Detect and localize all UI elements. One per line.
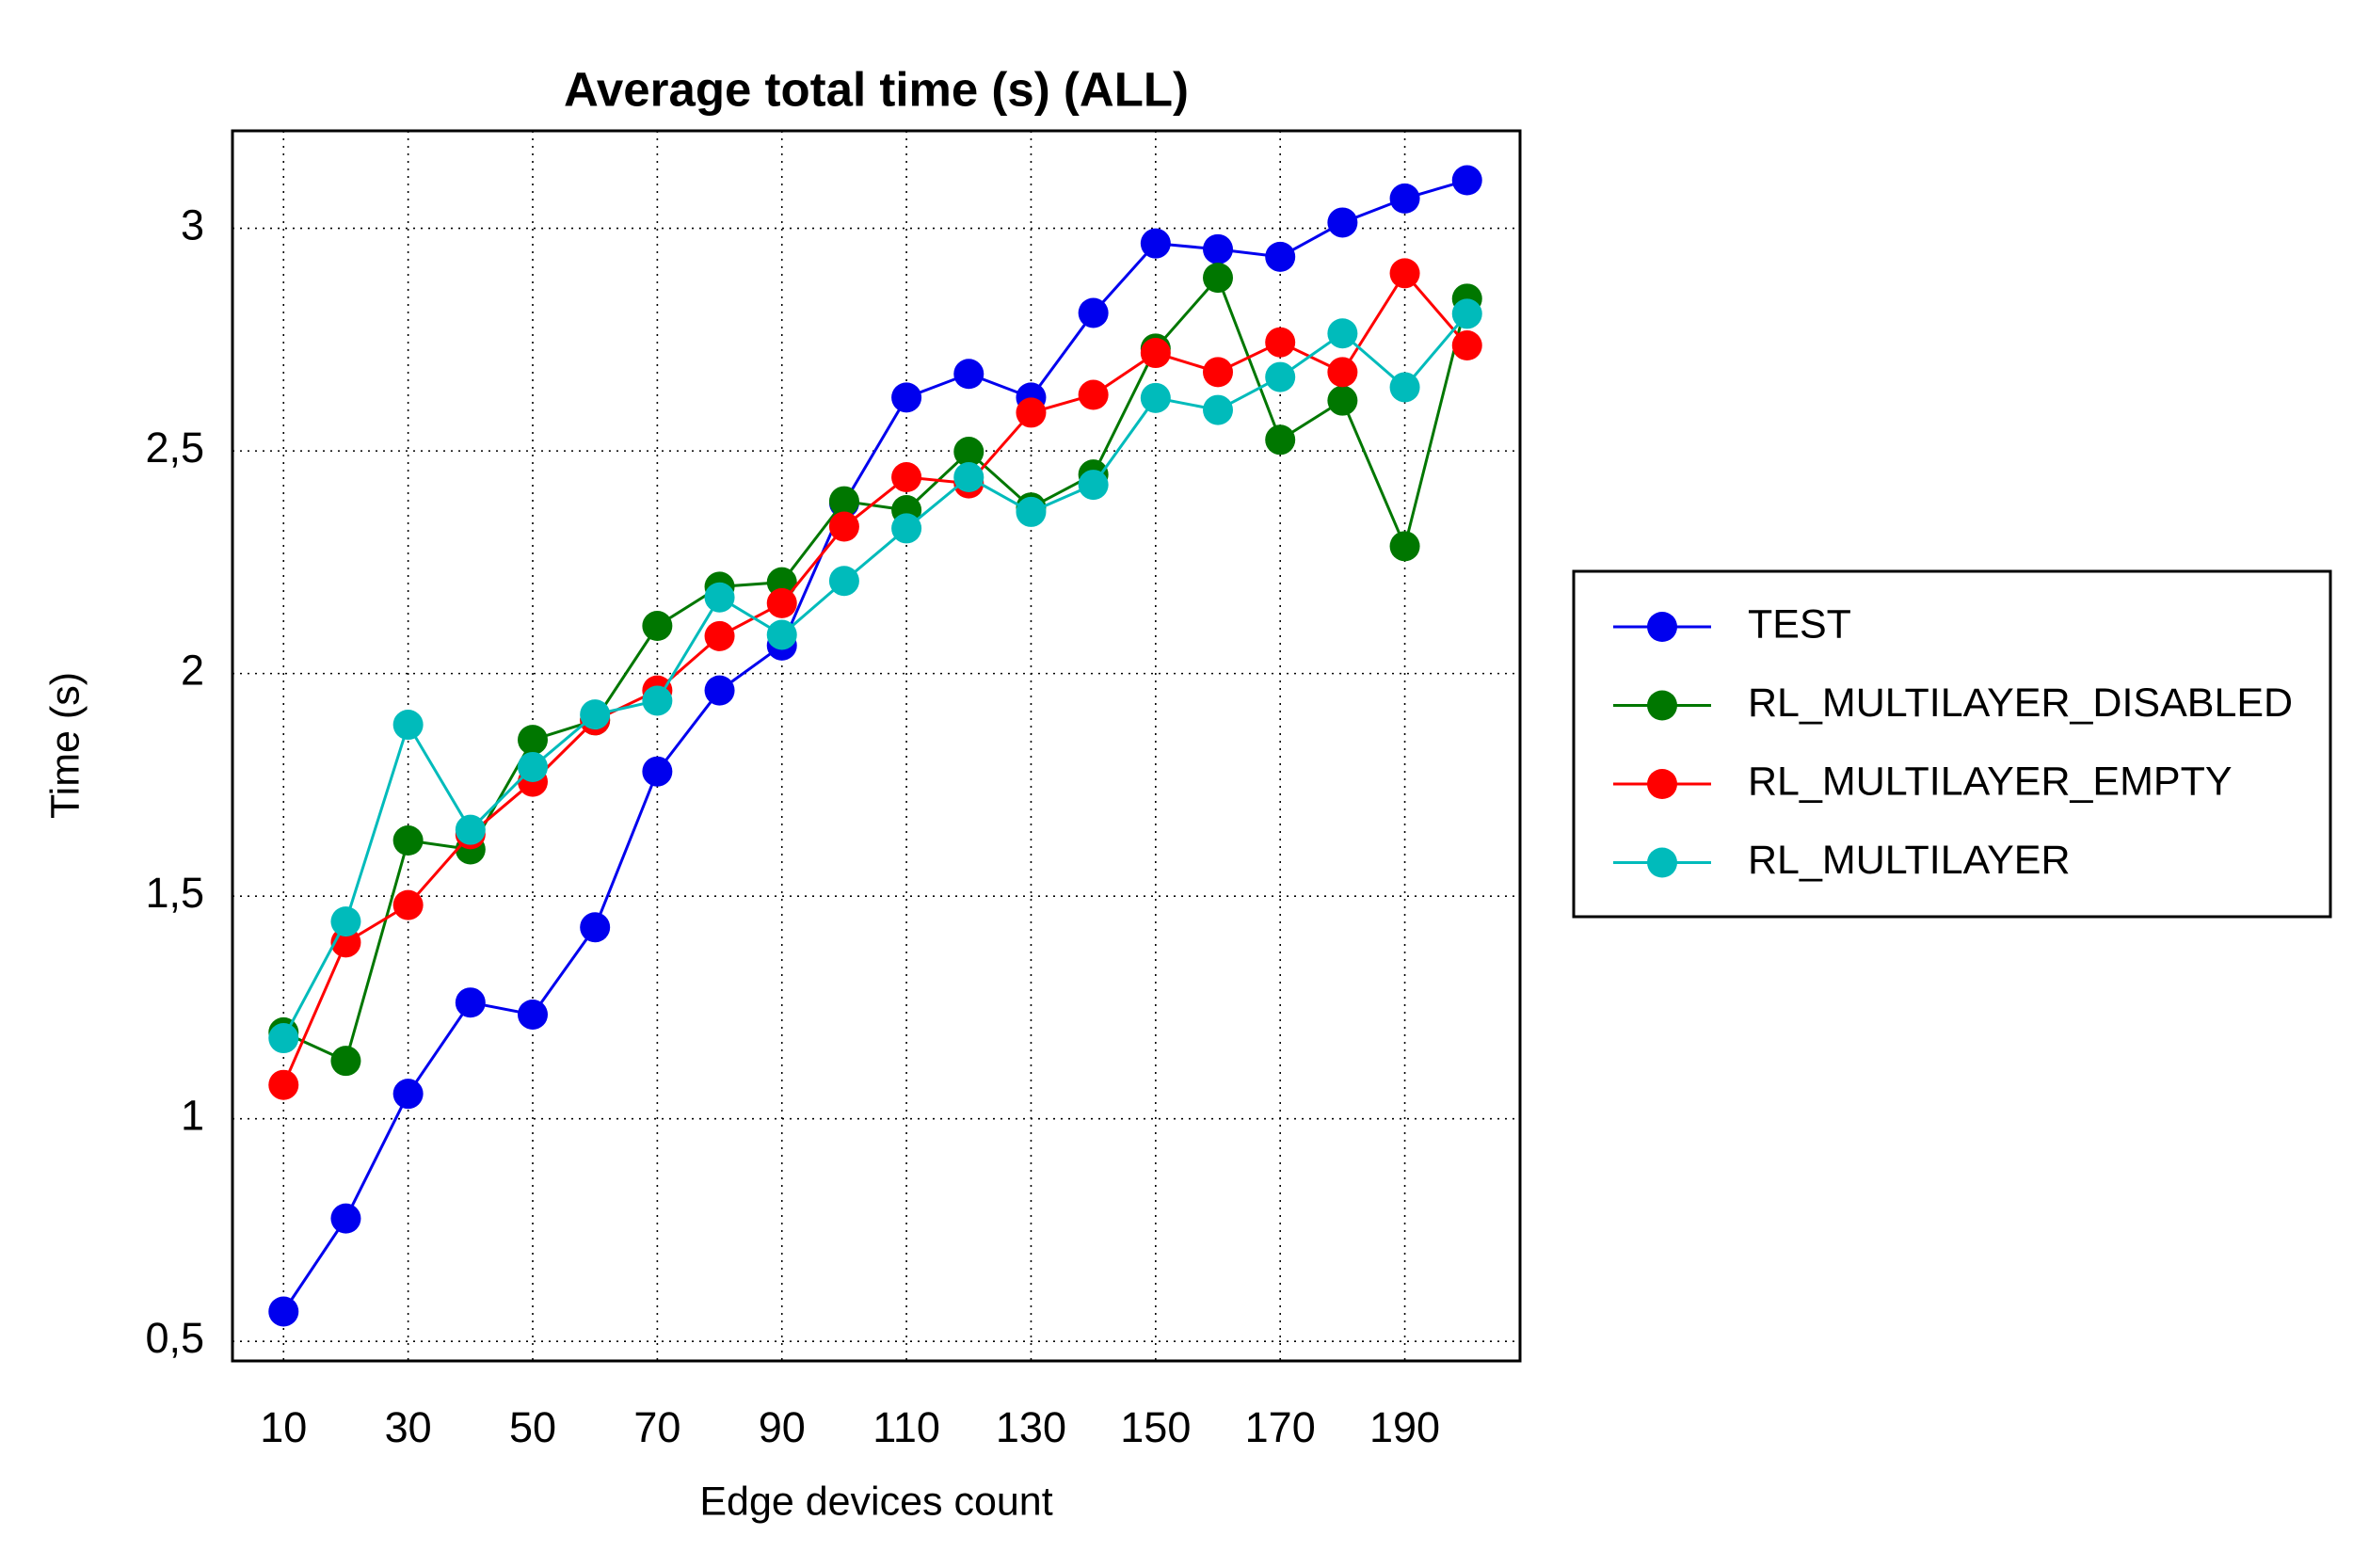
data-point (1389, 531, 1420, 562)
data-point (766, 619, 797, 650)
y-tick-label: 1 (181, 1092, 204, 1140)
data-point (1389, 183, 1420, 214)
data-point (704, 620, 735, 651)
y-axis-label: Time (s) (42, 672, 88, 819)
data-point (1327, 357, 1358, 388)
data-point (1016, 496, 1047, 527)
data-point (1327, 207, 1358, 238)
y-tick-label: 0,5 (145, 1314, 204, 1362)
data-point (953, 359, 984, 390)
y-tick-label: 3 (181, 200, 204, 248)
data-point (828, 511, 859, 542)
data-point (392, 710, 424, 741)
legend-label: RL_MULTILAYER_EMPTY (1748, 759, 2233, 804)
data-point (953, 462, 984, 493)
data-point (1327, 318, 1358, 349)
data-point (1140, 228, 1171, 259)
data-point (268, 1296, 299, 1327)
data-point (1389, 372, 1420, 403)
data-point (891, 462, 922, 493)
data-point (455, 814, 486, 845)
data-point (1327, 385, 1358, 416)
data-point (1203, 233, 1234, 264)
series-line (281, 312, 1468, 1039)
data-point (392, 1079, 424, 1110)
data-point (392, 825, 424, 856)
x-tick-label: 190 (1369, 1403, 1440, 1451)
x-tick-label: 10 (260, 1403, 307, 1451)
y-tick-label: 2 (181, 647, 204, 695)
legend-label: TEST (1748, 601, 1851, 647)
chart-title: Average total time (s) (ALL) (564, 62, 1189, 116)
data-point (1140, 382, 1171, 413)
data-point (392, 889, 424, 920)
legend-marker (1647, 769, 1677, 799)
x-tick-label: 150 (1120, 1403, 1191, 1451)
series-line (282, 275, 1469, 1064)
x-tick-label: 90 (759, 1403, 806, 1451)
x-tick-label: 70 (633, 1403, 680, 1451)
data-point (704, 675, 735, 706)
x-tick-label: 110 (872, 1403, 940, 1451)
data-point (1265, 327, 1296, 358)
data-point (642, 756, 673, 787)
data-point (953, 437, 984, 468)
data-point (1451, 298, 1482, 329)
legend-marker (1647, 690, 1677, 721)
x-tick-label: 170 (1245, 1403, 1316, 1451)
data-point (330, 906, 361, 937)
series-line (281, 270, 1468, 1086)
data-point (1140, 338, 1171, 369)
data-point (642, 611, 673, 642)
data-point (891, 382, 922, 413)
data-point (1451, 330, 1482, 361)
data-point (1203, 263, 1234, 294)
data-point (1078, 470, 1109, 501)
data-point (766, 567, 797, 598)
data-point (642, 685, 673, 716)
data-point (1016, 397, 1047, 428)
data-point (268, 1069, 299, 1100)
y-tick-label: 2,5 (145, 424, 204, 472)
data-point (330, 1203, 361, 1234)
data-point (330, 1046, 361, 1077)
legend-label: RL_MULTILAYER (1748, 838, 2071, 883)
data-point (455, 987, 486, 1018)
data-point (891, 513, 922, 544)
x-tick-label: 50 (509, 1403, 556, 1451)
x-axis-label: Edge devices count (699, 1479, 1052, 1524)
plot-frame (231, 129, 1522, 1363)
x-tick-label: 30 (385, 1403, 432, 1451)
y-tick-label: 1,5 (145, 869, 204, 917)
data-point (518, 751, 549, 782)
data-point (1078, 297, 1109, 328)
data-point (1451, 165, 1482, 196)
data-point (580, 912, 611, 943)
data-point (1203, 394, 1234, 425)
legend-box (1572, 569, 2332, 919)
data-point (1389, 258, 1420, 289)
data-point (580, 699, 611, 730)
data-point (268, 1023, 299, 1054)
data-point (828, 566, 859, 597)
data-point (518, 999, 549, 1030)
data-point (704, 582, 735, 613)
legend-label: RL_MULTILAYER_DISABLED (1748, 680, 2293, 726)
x-tick-label: 130 (996, 1403, 1066, 1451)
legend-marker (1647, 847, 1677, 878)
data-point (828, 486, 859, 517)
data-point (1265, 241, 1296, 272)
data-point (766, 587, 797, 618)
data-point (1203, 357, 1234, 388)
legend-marker (1647, 612, 1677, 642)
data-point (1265, 424, 1296, 456)
data-point (518, 725, 549, 756)
data-point (1078, 379, 1109, 410)
data-point (1265, 361, 1296, 392)
